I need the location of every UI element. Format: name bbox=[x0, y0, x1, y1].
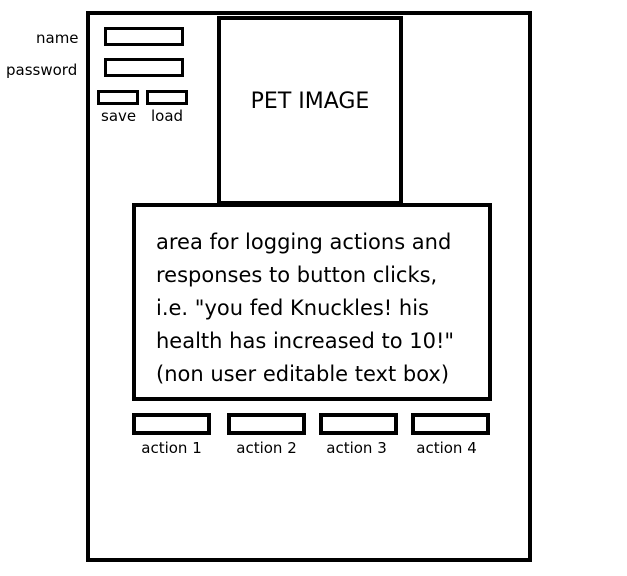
action-4-button[interactable] bbox=[411, 413, 490, 435]
action-3-button[interactable] bbox=[319, 413, 398, 435]
action-1-button[interactable] bbox=[132, 413, 211, 435]
load-label: load bbox=[151, 107, 184, 125]
save-label: save bbox=[101, 107, 137, 125]
action-1-label: action 1 bbox=[141, 439, 202, 457]
name-label: name bbox=[36, 29, 79, 47]
name-field[interactable] bbox=[104, 27, 184, 46]
action-2-button[interactable] bbox=[227, 413, 306, 435]
pet-image-label: PET IMAGE bbox=[250, 89, 370, 114]
password-field[interactable] bbox=[104, 58, 184, 77]
password-label: password bbox=[6, 61, 78, 79]
action-4-label: action 4 bbox=[416, 439, 477, 457]
app-window-frame bbox=[86, 11, 532, 562]
action-2-label: action 2 bbox=[236, 439, 297, 457]
action-log-text: area for logging actions and responses t… bbox=[156, 230, 455, 386]
load-button[interactable] bbox=[146, 90, 188, 105]
action-3-label: action 3 bbox=[326, 439, 387, 457]
save-button[interactable] bbox=[97, 90, 139, 105]
pet-image: PET IMAGE bbox=[217, 16, 403, 205]
action-log-box: area for logging actions and responses t… bbox=[132, 203, 492, 401]
